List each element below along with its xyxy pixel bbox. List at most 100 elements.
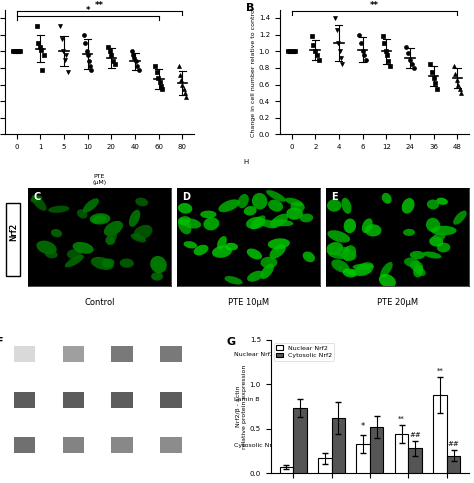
Ellipse shape	[266, 190, 286, 202]
Ellipse shape	[247, 249, 262, 259]
Text: *: *	[361, 423, 365, 431]
Point	[179, 81, 186, 88]
FancyBboxPatch shape	[14, 392, 36, 408]
Point	[362, 56, 370, 63]
Point	[130, 54, 138, 62]
Point	[410, 64, 417, 72]
Point	[82, 39, 89, 47]
Point	[356, 31, 363, 39]
Bar	[370, 427, 383, 473]
Point	[64, 68, 71, 76]
Point	[379, 32, 386, 40]
Point	[16, 47, 24, 55]
Text: **: **	[437, 368, 444, 373]
Ellipse shape	[130, 234, 146, 242]
Point	[177, 76, 185, 84]
Ellipse shape	[327, 199, 341, 212]
Ellipse shape	[380, 262, 392, 277]
Point	[34, 39, 42, 47]
Ellipse shape	[403, 229, 415, 236]
Ellipse shape	[252, 193, 267, 210]
Point	[286, 47, 294, 55]
FancyBboxPatch shape	[63, 437, 84, 453]
Point	[62, 52, 70, 59]
FancyBboxPatch shape	[160, 437, 182, 453]
Text: G: G	[227, 337, 236, 347]
Ellipse shape	[83, 199, 99, 213]
Point	[111, 60, 118, 68]
Ellipse shape	[288, 211, 302, 220]
Ellipse shape	[341, 198, 352, 214]
FancyBboxPatch shape	[111, 392, 133, 408]
Ellipse shape	[178, 216, 191, 225]
Text: **: **	[95, 1, 104, 11]
FancyBboxPatch shape	[14, 437, 36, 453]
Bar	[280, 467, 293, 473]
Point	[334, 39, 342, 47]
Ellipse shape	[402, 198, 415, 213]
FancyBboxPatch shape	[63, 392, 84, 408]
Point	[133, 62, 141, 70]
Bar	[356, 444, 370, 473]
Point	[151, 62, 159, 70]
Ellipse shape	[92, 215, 106, 224]
Text: Nrf2: Nrf2	[9, 223, 18, 241]
Ellipse shape	[200, 211, 217, 218]
Ellipse shape	[67, 249, 82, 259]
Ellipse shape	[379, 274, 396, 288]
Point	[135, 66, 142, 73]
Text: Nrf2: Nrf2	[9, 223, 18, 241]
Point	[333, 27, 340, 34]
Point	[56, 22, 64, 30]
Bar	[447, 455, 460, 473]
Ellipse shape	[268, 238, 290, 249]
Point	[84, 52, 91, 59]
Text: *: *	[85, 6, 90, 15]
Ellipse shape	[91, 257, 114, 270]
Ellipse shape	[413, 265, 423, 277]
Point	[361, 52, 368, 59]
Ellipse shape	[106, 230, 117, 245]
Ellipse shape	[183, 241, 197, 248]
Ellipse shape	[437, 242, 450, 253]
Point	[289, 47, 297, 55]
Ellipse shape	[423, 252, 441, 258]
Text: **: **	[370, 1, 379, 11]
Point	[454, 81, 462, 88]
Ellipse shape	[270, 213, 288, 228]
Point	[86, 62, 94, 70]
Text: PTE 10μM: PTE 10μM	[228, 298, 269, 307]
Point	[38, 66, 46, 73]
Ellipse shape	[348, 268, 372, 276]
Ellipse shape	[344, 218, 356, 233]
Ellipse shape	[427, 199, 439, 209]
Point	[157, 83, 164, 90]
Point	[433, 85, 441, 93]
Ellipse shape	[353, 264, 374, 270]
Ellipse shape	[429, 236, 443, 247]
Point	[432, 79, 439, 87]
Ellipse shape	[178, 203, 192, 213]
Point	[426, 60, 434, 68]
Bar	[433, 395, 447, 473]
Ellipse shape	[342, 251, 356, 261]
Ellipse shape	[410, 251, 425, 259]
Point	[430, 74, 438, 82]
Ellipse shape	[178, 218, 191, 234]
Ellipse shape	[250, 215, 265, 229]
Point	[453, 76, 460, 84]
Ellipse shape	[244, 206, 256, 215]
Point	[33, 22, 40, 30]
Bar	[318, 458, 331, 473]
Point	[386, 62, 393, 70]
Point	[106, 47, 113, 55]
Bar	[293, 408, 307, 473]
FancyBboxPatch shape	[209, 437, 230, 453]
Point	[291, 47, 299, 55]
Point	[154, 74, 162, 82]
FancyBboxPatch shape	[14, 346, 36, 362]
Point	[182, 93, 190, 101]
Legend: Nuclear Nrf2, Cytosolic Nrf2: Nuclear Nrf2, Cytosolic Nrf2	[274, 343, 334, 361]
Point	[104, 43, 111, 51]
Ellipse shape	[182, 218, 201, 228]
